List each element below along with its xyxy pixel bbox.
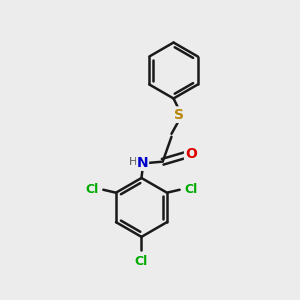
Text: H: H: [128, 157, 137, 167]
Text: Cl: Cl: [135, 255, 148, 268]
Text: Cl: Cl: [85, 183, 98, 196]
Text: Cl: Cl: [184, 183, 198, 196]
Text: O: O: [185, 147, 197, 161]
Text: N: N: [137, 156, 148, 170]
Text: S: S: [174, 108, 184, 122]
